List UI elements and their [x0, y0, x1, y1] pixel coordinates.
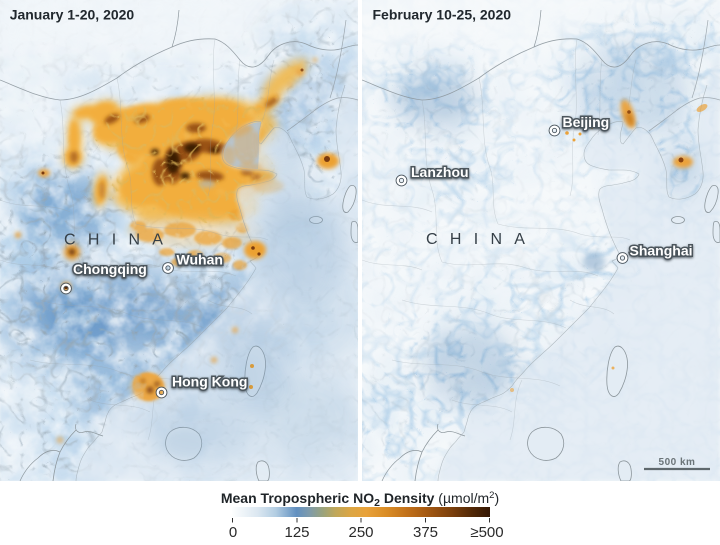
svg-text:≥500: ≥500 [470, 524, 503, 541]
svg-text:375: 375 [413, 524, 438, 541]
svg-text:February 10-25, 2020: February 10-25, 2020 [373, 7, 512, 23]
svg-text:Wuhan: Wuhan [177, 252, 223, 268]
svg-text:Chongqing: Chongqing [73, 261, 147, 277]
svg-text:250: 250 [348, 524, 373, 541]
svg-text:January 1-20, 2020: January 1-20, 2020 [10, 7, 135, 23]
svg-text:Shanghai: Shanghai [630, 243, 693, 259]
svg-text:Mean Tropospheric NO2 Density: Mean Tropospheric NO2 Density (µmol/m2) [221, 490, 499, 509]
svg-text:500 km: 500 km [659, 457, 696, 468]
svg-text:Lanzhou: Lanzhou [411, 164, 469, 180]
svg-text:Hong Kong: Hong Kong [172, 374, 247, 390]
svg-text:Beijing: Beijing [563, 114, 610, 130]
svg-text:CHINA: CHINA [426, 231, 537, 248]
svg-text:0: 0 [229, 524, 237, 541]
svg-text:CHINA: CHINA [64, 232, 175, 249]
svg-text:125: 125 [284, 524, 309, 541]
